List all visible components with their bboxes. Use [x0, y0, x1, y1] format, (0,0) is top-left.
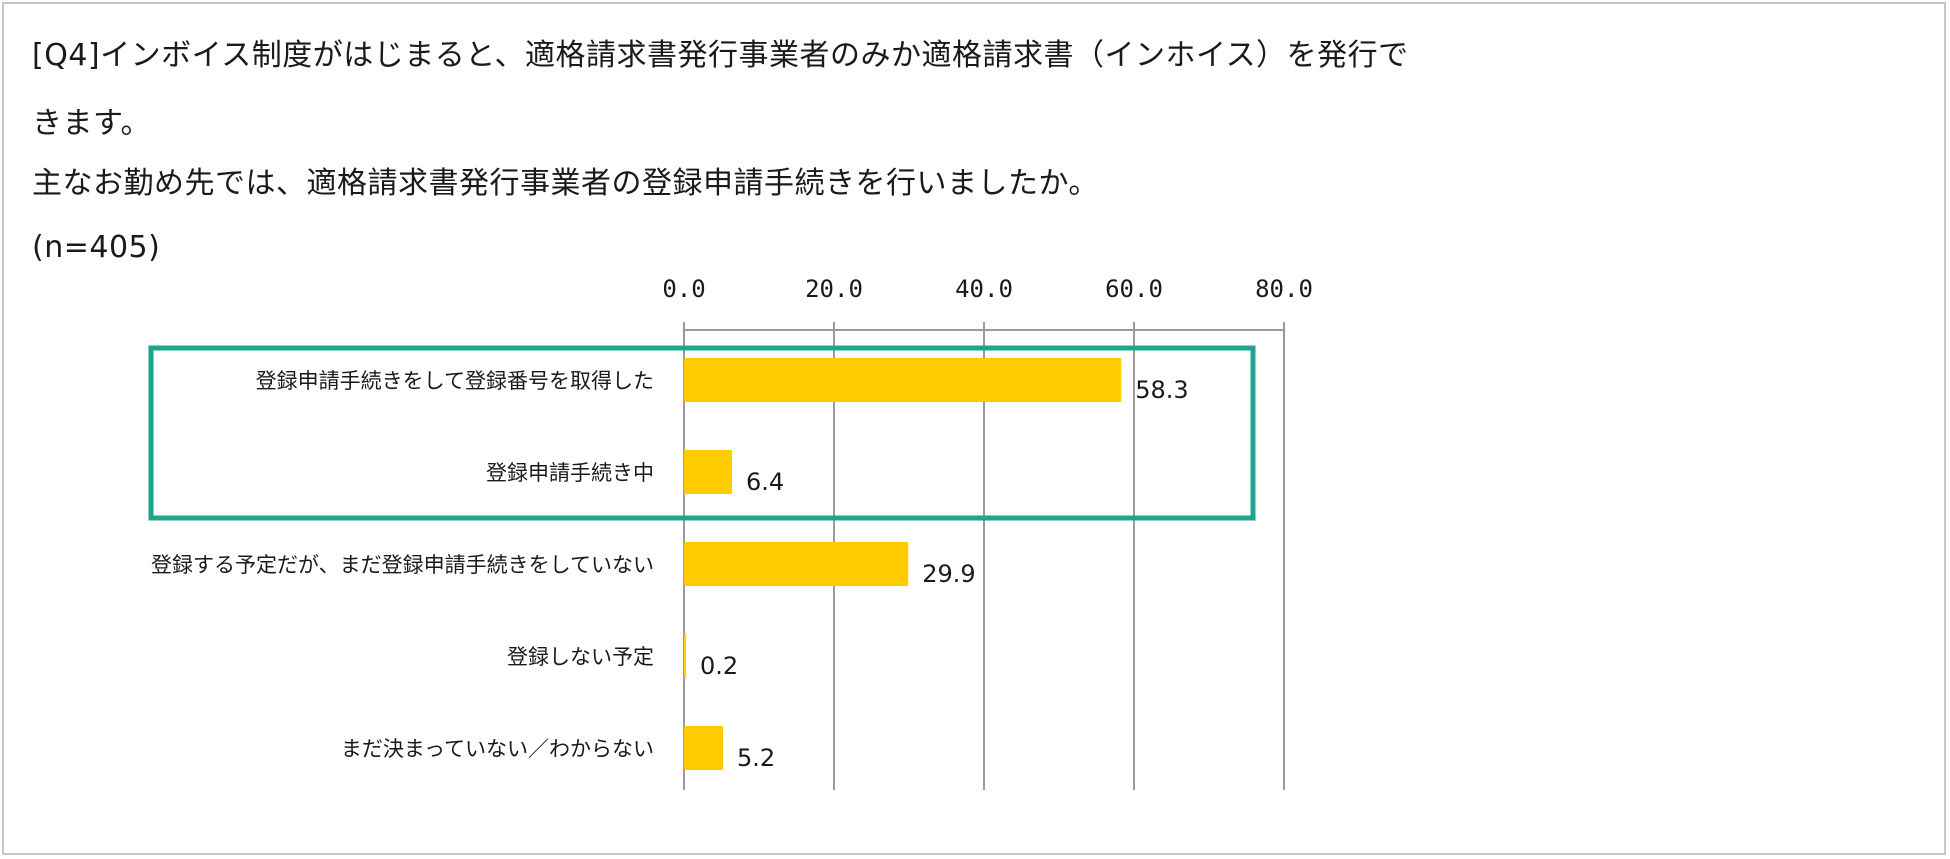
x-tick-label: 80.0 — [1255, 275, 1313, 303]
value-label: 29.9 — [922, 560, 975, 588]
value-label: 58.3 — [1135, 376, 1188, 404]
x-tick-label: 0.0 — [662, 275, 705, 303]
highlight-box — [148, 345, 1256, 521]
bar — [684, 542, 909, 586]
bar — [684, 358, 1122, 402]
category-label: 登録しない予定 — [507, 645, 654, 669]
bar — [684, 726, 723, 770]
value-label: 5.2 — [737, 744, 775, 772]
x-tick-label: 60.0 — [1105, 275, 1163, 303]
question-text-line-1: [Q4]インボイス制度がはじまると、適格請求書発行事業者のみか適格請求書（インホ… — [32, 38, 1409, 73]
question-text-line-2: きます。 — [32, 106, 151, 141]
category-label: 登録申請手続きをして登録番号を取得した — [256, 369, 654, 393]
value-labels: 58.3 6.4 29.9 0.2 5.2 — [700, 376, 1189, 772]
bars — [684, 358, 1122, 770]
x-tick-label: 40.0 — [955, 275, 1013, 303]
category-labels: 登録申請手続きをして登録番号を取得した登録申請手続き中登録する予定だが、まだ登録… — [151, 369, 654, 761]
question-text-line-3: 主なお勤め先では、適格請求書発行事業者の登録申請手続きを行いましたか。 — [32, 166, 1099, 201]
category-label: 登録する予定だが、まだ登録申請手続きをしていない — [151, 553, 654, 577]
category-label: まだ決まっていない／わからない — [341, 737, 654, 761]
bar — [684, 450, 732, 494]
x-axis-ticks: 0.0 20.0 40.0 60.0 80.0 — [662, 275, 1313, 303]
bar — [684, 634, 686, 678]
category-label: 登録申請手続き中 — [486, 461, 654, 485]
sample-size: (n=405) — [32, 230, 161, 265]
value-label: 0.2 — [700, 652, 738, 680]
x-tick-label: 20.0 — [805, 275, 863, 303]
value-label: 6.4 — [746, 468, 784, 496]
